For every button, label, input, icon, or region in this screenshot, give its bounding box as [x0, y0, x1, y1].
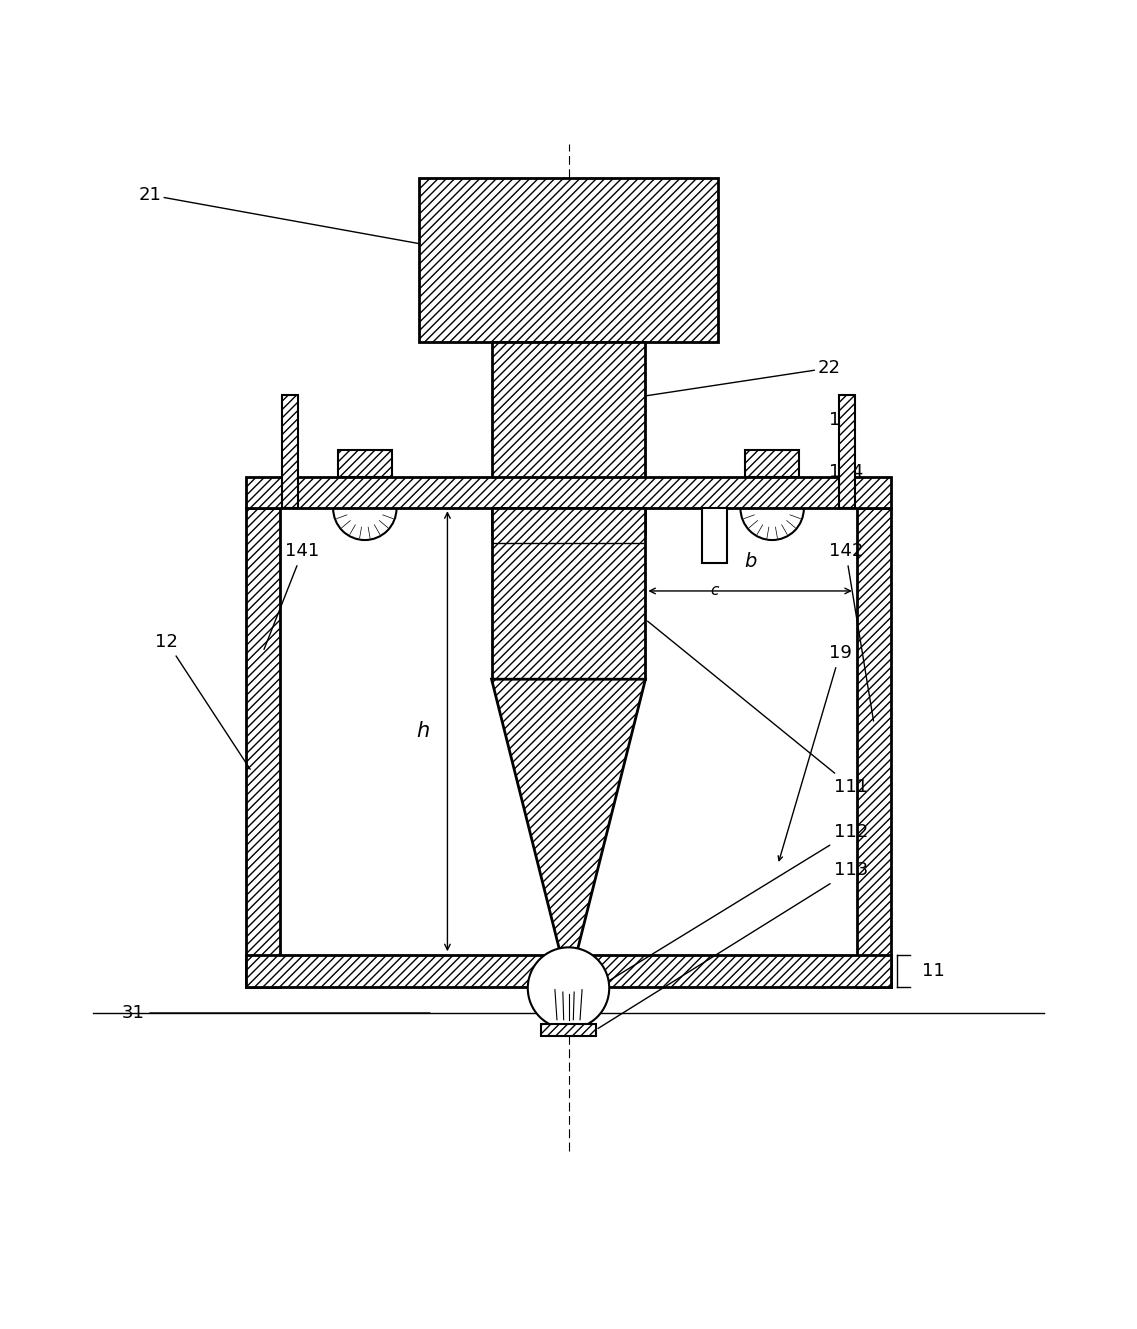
Text: 11: 11: [921, 962, 944, 979]
Bar: [338, 449, 392, 477]
Bar: [420, 178, 717, 342]
Bar: [491, 342, 646, 534]
Text: 141: 141: [264, 542, 319, 650]
Text: h: h: [416, 722, 429, 742]
Text: a: a: [621, 508, 632, 525]
Bar: [491, 509, 646, 679]
Bar: [745, 449, 799, 477]
Bar: [246, 509, 280, 987]
Circle shape: [528, 948, 609, 1029]
Text: 19: 19: [778, 645, 852, 861]
Bar: [246, 956, 891, 987]
Text: 31: 31: [122, 1003, 430, 1022]
Bar: [839, 395, 855, 509]
Text: 21: 21: [139, 186, 464, 251]
Text: c: c: [711, 583, 719, 598]
Text: b: b: [744, 552, 756, 570]
Text: 111: 111: [648, 621, 869, 796]
Bar: [702, 509, 727, 562]
Polygon shape: [491, 679, 646, 950]
Bar: [857, 509, 891, 987]
Bar: [541, 1025, 596, 1035]
Text: 12: 12: [156, 633, 250, 769]
Text: 142: 142: [829, 542, 873, 722]
Text: 112: 112: [599, 823, 869, 986]
Bar: [282, 395, 298, 509]
Text: 124: 124: [775, 462, 863, 493]
Text: 22: 22: [646, 359, 840, 396]
Text: 15: 15: [829, 411, 852, 435]
Bar: [246, 477, 891, 509]
Text: 113: 113: [598, 861, 869, 1029]
